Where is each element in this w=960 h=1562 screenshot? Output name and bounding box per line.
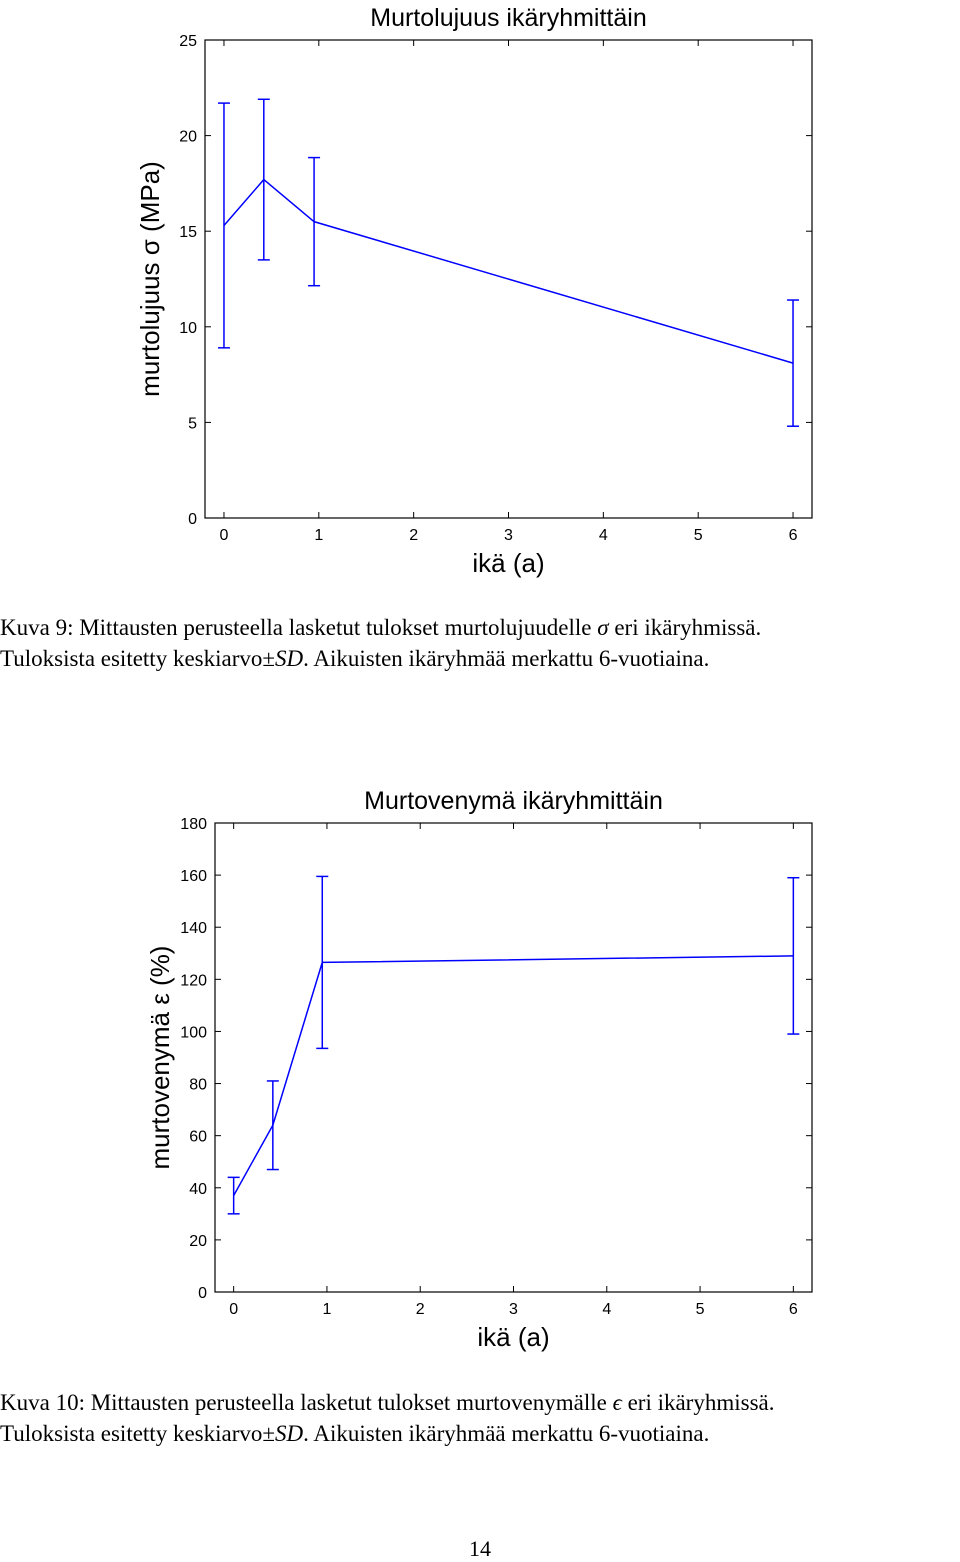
y-tick-label: 10 bbox=[179, 320, 197, 337]
figure-caption-9: Kuva 9: Mittausten perusteella lasketut … bbox=[0, 612, 960, 674]
y-tick-label: 140 bbox=[180, 920, 207, 937]
caption-line: Kuva 10: Mittausten perusteella lasketut… bbox=[0, 1387, 960, 1418]
caption-text: . Aikuisten ikäryhmää merkattu 6-vuotiai… bbox=[303, 646, 710, 671]
caption-text: Kuva 10: Mittausten perusteella lasketut… bbox=[0, 1390, 613, 1415]
chart-strength: 0 1 2 3 4 5 6 0 5 10 15 20 25 Murtolujuus ikäryhmittä… bbox=[0, 0, 960, 590]
series-line bbox=[233, 955, 794, 1196]
y-tick-label: 80 bbox=[189, 1077, 207, 1094]
y-tick-label: 60 bbox=[189, 1129, 207, 1146]
x-tick-label: 0 bbox=[220, 527, 229, 544]
x-tick-label: 6 bbox=[789, 527, 798, 544]
caption-symbol: σ bbox=[597, 615, 609, 640]
x-tick-label: 2 bbox=[409, 527, 418, 544]
x-tick-label: 5 bbox=[694, 527, 703, 544]
x-tick-label: 5 bbox=[696, 1301, 705, 1318]
caption-line: Tuloksista esitetty keskiarvo±SD. Aikuis… bbox=[0, 1418, 960, 1449]
series-line bbox=[223, 178, 794, 364]
y-tick-label: 160 bbox=[180, 868, 207, 885]
x-tick-label: 3 bbox=[504, 527, 513, 544]
x-tick-label: 3 bbox=[509, 1301, 518, 1318]
plot-frame bbox=[214, 822, 813, 1293]
x-tick-label: 0 bbox=[229, 1301, 238, 1318]
chart-elongation: 0 1 2 3 4 5 6 0 20 40 60 80 100 120 140 160 180 Murtoveny… bbox=[0, 780, 960, 1360]
chart-title: Murtovenymä ikäryhmittäin bbox=[364, 787, 663, 815]
y-tick-label: 15 bbox=[179, 224, 197, 241]
caption-text: . Aikuisten ikäryhmää merkattu 6-vuotiai… bbox=[303, 1421, 710, 1446]
caption-symbol: ϵ bbox=[612, 1390, 622, 1415]
figure-caption-10: Kuva 10: Mittausten perusteella lasketut… bbox=[0, 1387, 960, 1449]
y-tick-label: 5 bbox=[188, 415, 197, 432]
x-axis-label: ikä (a) bbox=[477, 1322, 549, 1352]
caption-line: Tuloksista esitetty keskiarvo±SD. Aikuis… bbox=[0, 643, 960, 674]
y-axis-label: murtolujuus σ (MPa) bbox=[135, 161, 165, 397]
caption-symbol: SD bbox=[275, 1421, 304, 1446]
caption-text: eri ikäryhmissä. bbox=[608, 615, 762, 640]
x-tick-label: 2 bbox=[416, 1301, 425, 1318]
caption-symbol: SD bbox=[275, 646, 304, 671]
caption-text: eri ikäryhmissä. bbox=[621, 1390, 775, 1415]
x-tick-label: 4 bbox=[599, 527, 608, 544]
y-tick-label: 20 bbox=[179, 129, 197, 146]
y-tick-label: 0 bbox=[188, 511, 197, 528]
x-tick-label: 4 bbox=[602, 1301, 611, 1318]
x-tick-label: 1 bbox=[314, 527, 323, 544]
caption-text: Tuloksista esitetty keskiarvo± bbox=[0, 646, 275, 671]
y-tick-label: 40 bbox=[189, 1181, 207, 1198]
caption-text: Tuloksista esitetty keskiarvo± bbox=[0, 1421, 275, 1446]
caption-line: Kuva 9: Mittausten perusteella lasketut … bbox=[0, 612, 960, 643]
chart-title: Murtolujuus ikäryhmittäin bbox=[370, 4, 647, 32]
y-tick-label: 100 bbox=[180, 1024, 207, 1041]
x-tick-label: 6 bbox=[789, 1301, 798, 1318]
x-axis-label: ikä (a) bbox=[472, 548, 544, 578]
y-tick-label: 20 bbox=[189, 1233, 207, 1250]
y-tick-label: 120 bbox=[180, 972, 207, 989]
y-tick-label: 0 bbox=[198, 1285, 207, 1302]
caption-text: Kuva 9: Mittausten perusteella lasketut … bbox=[0, 615, 598, 640]
y-tick-label: 180 bbox=[180, 816, 207, 833]
page-number: 14 bbox=[469, 1536, 491, 1561]
y-axis-label: murtovenymä ε (%) bbox=[145, 946, 175, 1170]
chart-elongation-svg: 0 1 2 3 4 5 6020406080100120140160180Murtoveny… bbox=[145, 787, 813, 1352]
chart-strength-svg: 0 1 2 3 4 5 6 0 5 10 15 20 25 Murtolujuus ikäryhmittä… bbox=[135, 4, 813, 578]
x-tick-label: 1 bbox=[322, 1301, 331, 1318]
y-tick-label: 25 bbox=[179, 33, 197, 50]
